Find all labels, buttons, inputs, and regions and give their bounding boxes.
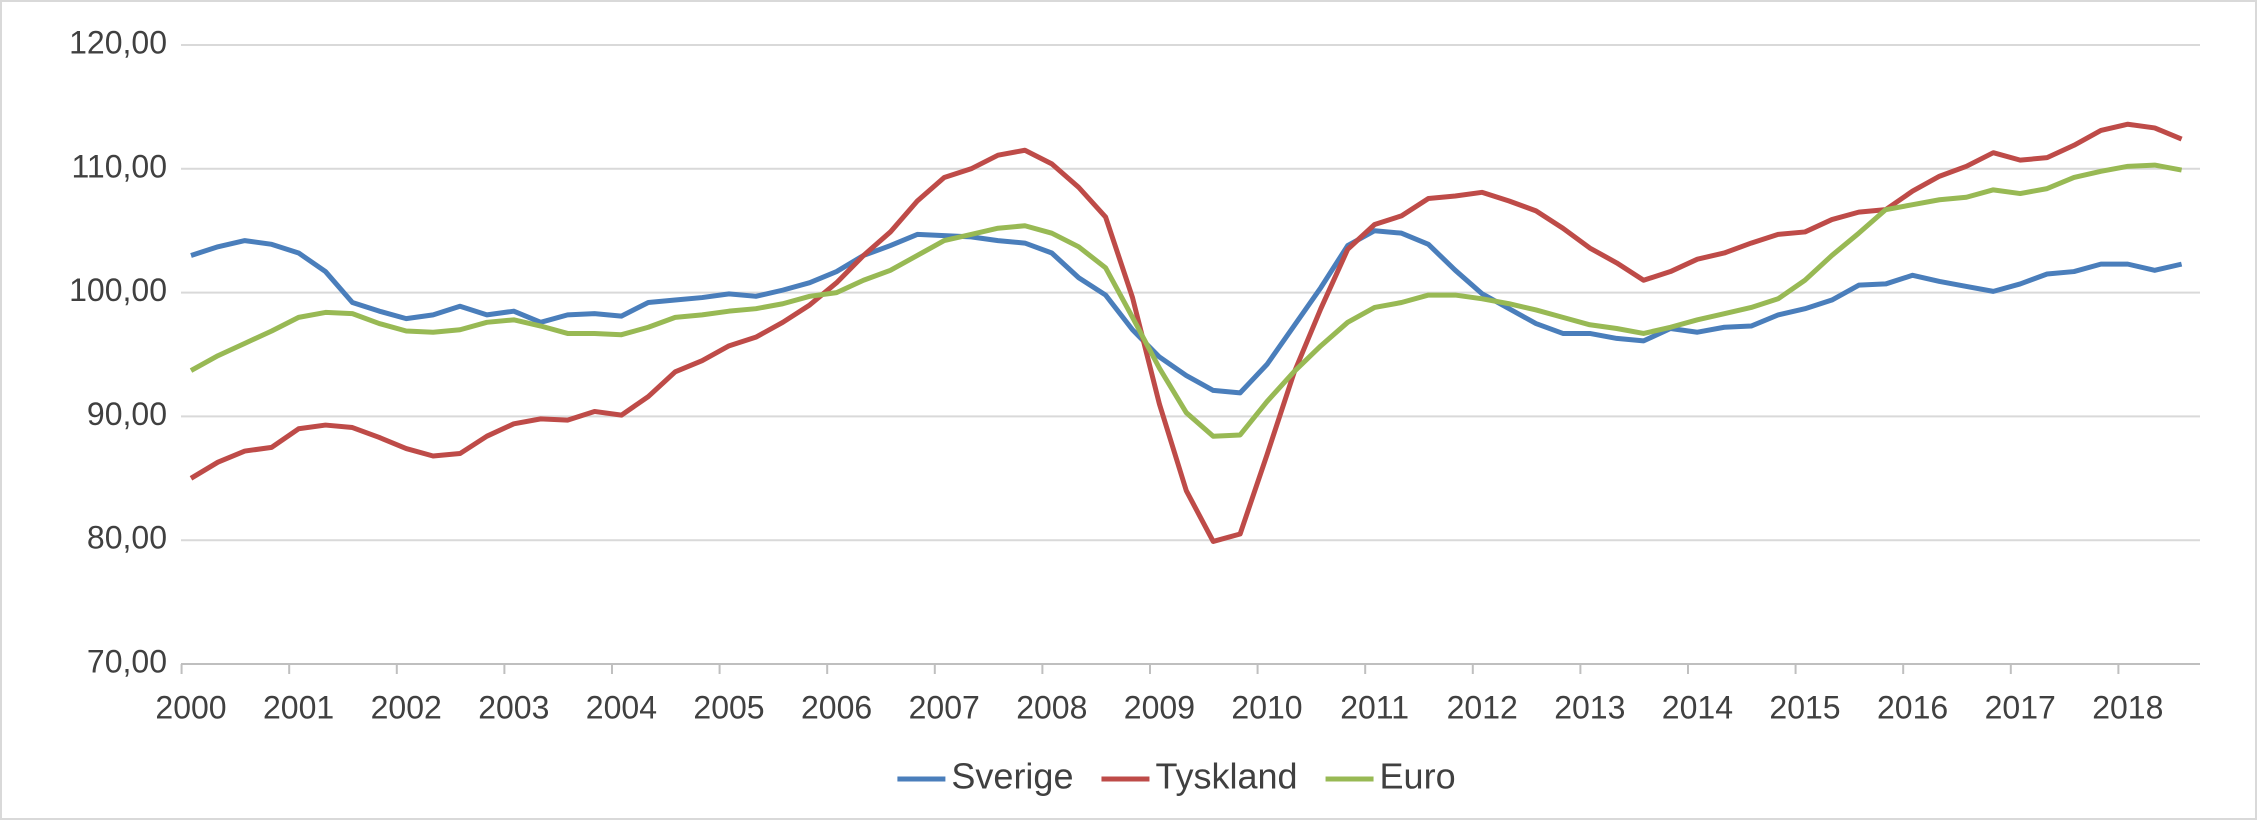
- y-tick-label: 120,00: [69, 24, 167, 60]
- x-tick-label: 2000: [155, 689, 226, 725]
- y-tick-label: 100,00: [69, 272, 167, 308]
- x-tick-label: 2006: [801, 689, 872, 725]
- legend-label: Sverige: [951, 756, 1073, 797]
- x-tick-label: 2002: [371, 689, 442, 725]
- series-line: [189, 121, 2183, 544]
- x-tick-label: 2012: [1447, 689, 1518, 725]
- x-tick-label: 2004: [586, 689, 657, 725]
- x-tick-label: 2011: [1340, 689, 1409, 725]
- x-tick-label: 2016: [1877, 689, 1948, 725]
- x-tick-label: 2013: [1554, 689, 1625, 725]
- y-tick-label: 80,00: [87, 520, 167, 556]
- x-tick-label: 2009: [1124, 689, 1195, 725]
- x-tick-label: 2001: [263, 689, 334, 725]
- x-tick-label: 2007: [909, 689, 980, 725]
- y-tick-label: 110,00: [72, 148, 168, 184]
- x-tick-label: 2015: [1769, 689, 1840, 725]
- legend-label: Tyskland: [1155, 756, 1297, 797]
- series-line: [190, 228, 2183, 396]
- legend-label: Euro: [1380, 756, 1456, 797]
- y-tick-label: 90,00: [87, 396, 167, 432]
- x-tick-label: 2014: [1662, 689, 1733, 725]
- x-tick-label: 2003: [478, 689, 549, 725]
- x-tick-label: 2017: [1985, 689, 2056, 725]
- x-tick-label: 2018: [2092, 689, 2163, 725]
- x-tick-label: 2010: [1231, 689, 1302, 725]
- x-tick-label: 2008: [1016, 689, 1087, 725]
- series-line: [189, 162, 2183, 439]
- y-tick-label: 70,00: [87, 643, 167, 679]
- x-tick-label: 2005: [693, 689, 764, 725]
